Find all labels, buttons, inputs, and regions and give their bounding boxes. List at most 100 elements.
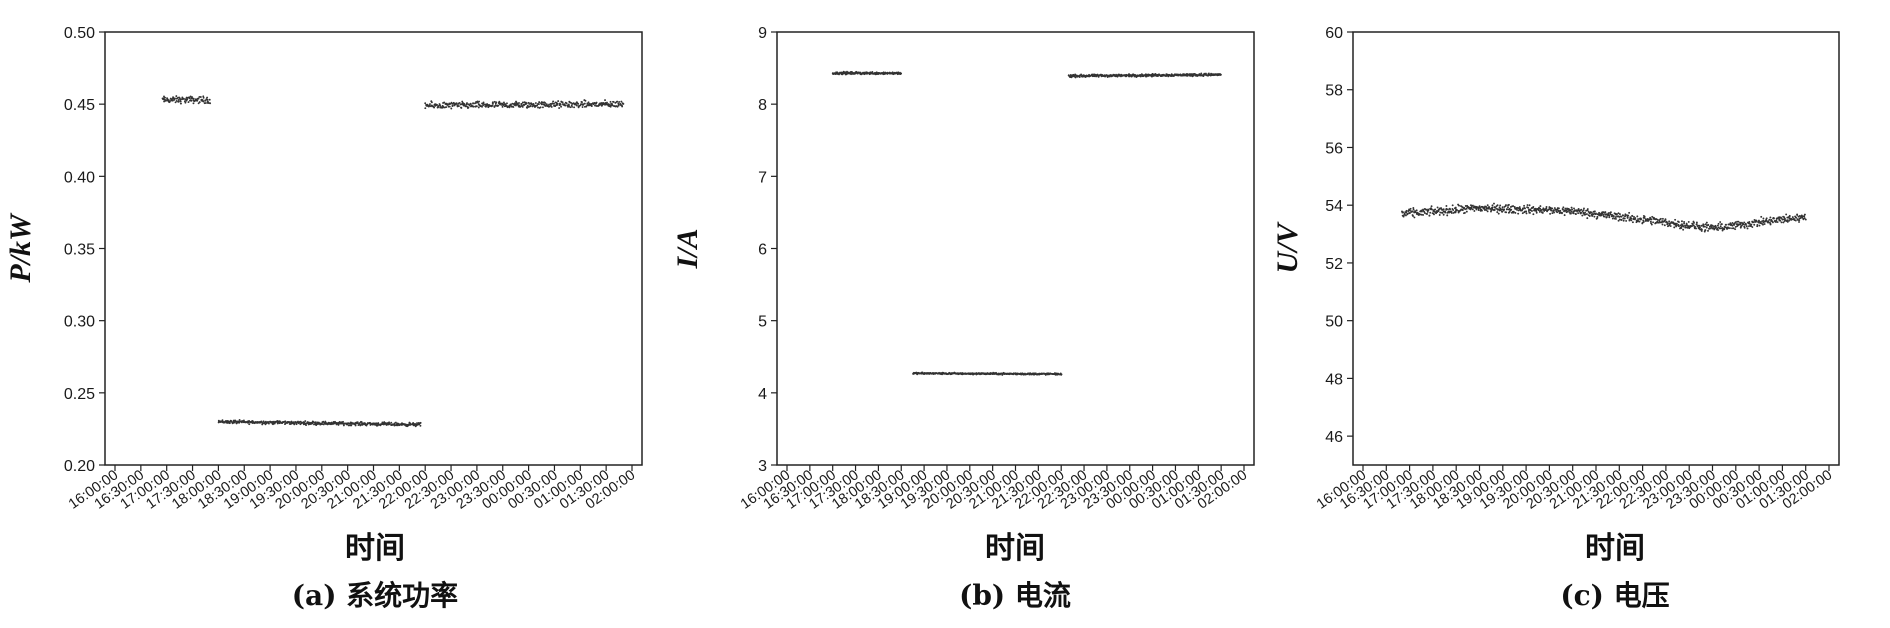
data-point [1745, 223, 1747, 226]
data-point [460, 106, 463, 109]
data-point [1675, 224, 1678, 227]
data-point [322, 420, 325, 423]
data-point [1518, 206, 1521, 209]
data-point [187, 101, 190, 104]
data-point [436, 104, 439, 106]
data-point [206, 98, 209, 101]
data-point [1650, 218, 1653, 221]
data-point [565, 102, 568, 105]
data-point [1506, 208, 1508, 211]
data-point [567, 103, 570, 106]
data-point [1650, 223, 1653, 226]
data-point [1616, 215, 1619, 218]
data-point [1422, 213, 1425, 216]
data-point [1074, 76, 1077, 79]
data-point [1602, 213, 1605, 216]
data-point [1675, 222, 1678, 225]
data-point [1451, 204, 1454, 207]
data-point [1630, 219, 1633, 222]
data-point [419, 421, 422, 424]
data-point [1760, 215, 1763, 218]
data-point [1691, 223, 1694, 226]
data-point [1441, 211, 1444, 214]
data-point [1409, 207, 1412, 210]
data-point [1192, 74, 1195, 77]
data-point [501, 105, 504, 108]
data-point [1614, 216, 1617, 218]
data-point [1406, 212, 1409, 215]
data-point [476, 100, 479, 103]
data-point [1682, 225, 1685, 228]
y-tick-label: 50 [1325, 314, 1343, 331]
data-point [347, 424, 350, 427]
data-point [1442, 208, 1445, 211]
data-point [1615, 217, 1617, 220]
y-tick-label: 58 [1325, 83, 1343, 100]
data-point [451, 102, 454, 105]
data-point [1669, 222, 1672, 225]
data-point [1506, 206, 1509, 209]
data-point [1769, 216, 1772, 219]
data-point [1698, 224, 1701, 227]
data-point [461, 100, 464, 103]
data-point [1497, 212, 1500, 215]
data-point [1571, 208, 1574, 211]
data-point [1630, 217, 1633, 220]
data-point [1634, 217, 1637, 219]
data-point [1505, 211, 1508, 214]
data-point [1556, 211, 1559, 214]
data-point [1695, 221, 1698, 224]
data-point [1570, 206, 1573, 209]
data-point [1615, 213, 1618, 216]
data-point [534, 102, 537, 104]
data-point [1620, 218, 1623, 221]
data-point [1444, 211, 1447, 214]
data-point [1652, 221, 1655, 224]
data-point [538, 101, 541, 104]
data-point [533, 104, 536, 107]
data-point [1405, 209, 1408, 212]
data-point [1721, 226, 1724, 229]
data-point [1549, 207, 1552, 210]
data-point [1531, 210, 1533, 212]
data-point [1622, 219, 1625, 222]
data-point [1672, 221, 1675, 224]
data-point [1673, 226, 1676, 229]
data-point [900, 72, 902, 75]
data-point [1622, 214, 1624, 217]
data-point [1529, 211, 1531, 214]
data-point [388, 421, 391, 424]
data-point [1739, 223, 1742, 226]
data-point [1405, 211, 1408, 214]
data-point [184, 98, 187, 101]
data-point [1581, 214, 1584, 217]
data-point [611, 104, 614, 107]
data-point [1661, 223, 1664, 226]
data-point [1631, 221, 1634, 224]
data-point [1430, 205, 1433, 208]
data-point [508, 106, 511, 109]
data-point [1603, 215, 1606, 218]
data-point [1707, 229, 1709, 232]
data-point [557, 100, 560, 103]
chart-panel-2: 345678916:00:0016:30:0017:00:0017:30:001… [671, 25, 1255, 612]
data-point [434, 104, 437, 107]
data-point [1762, 217, 1765, 220]
data-point [1446, 208, 1449, 211]
data-point [1700, 228, 1703, 231]
data-point [1402, 215, 1405, 218]
data-point [506, 105, 509, 108]
data-point [397, 422, 400, 425]
data-point [1728, 227, 1731, 230]
data-point [581, 106, 584, 108]
data-point [520, 102, 523, 105]
data-point [545, 103, 548, 106]
data-point [1596, 215, 1599, 218]
data-point [1623, 217, 1626, 220]
data-point [1412, 208, 1415, 211]
data-point [1570, 210, 1573, 213]
data-point [199, 96, 202, 98]
data-point [223, 421, 226, 424]
data-point [1707, 223, 1710, 226]
data-point [202, 95, 205, 98]
